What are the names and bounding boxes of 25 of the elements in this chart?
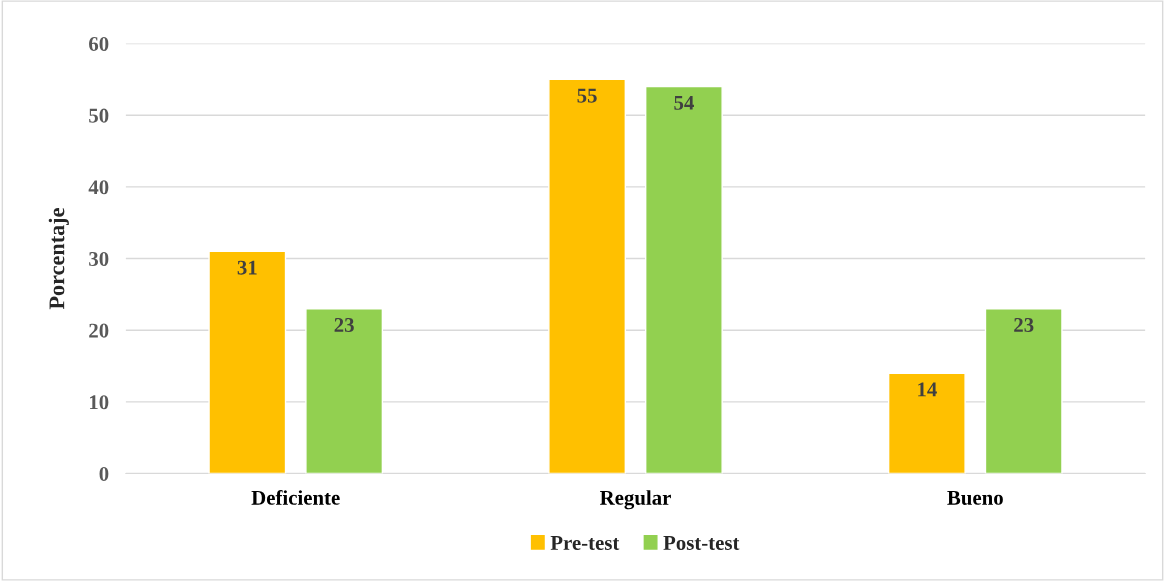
bar xyxy=(208,250,287,474)
bar xyxy=(548,78,627,474)
x-tick-label: Regular xyxy=(599,490,671,510)
legend-label: Post-test xyxy=(663,536,740,550)
y-tick-label: 40 xyxy=(88,180,109,195)
data-label: 14 xyxy=(918,382,937,397)
x-tick-label: Deficiente xyxy=(251,489,340,505)
y-tick-label: 20 xyxy=(89,323,109,338)
y-tick-label: 60 xyxy=(89,36,109,52)
y-tick-label: 0 xyxy=(99,466,109,481)
bar xyxy=(305,308,384,474)
bar xyxy=(645,85,723,474)
data-label: 23 xyxy=(1014,317,1034,332)
x-tick-label: Bueno xyxy=(947,491,1003,505)
y-tick-label: 30 xyxy=(89,251,109,266)
y-tick-label: 10 xyxy=(89,395,109,410)
bar xyxy=(887,372,966,474)
y-axis-title: Porcentaje xyxy=(48,208,69,310)
data-label: 23 xyxy=(334,317,354,332)
data-label: 31 xyxy=(237,260,257,275)
y-tick-label: 50 xyxy=(89,108,109,123)
bar xyxy=(984,308,1063,474)
data-label: 55 xyxy=(577,88,597,103)
data-label: 54 xyxy=(674,95,694,110)
legend-label: Pre-test xyxy=(550,536,620,550)
